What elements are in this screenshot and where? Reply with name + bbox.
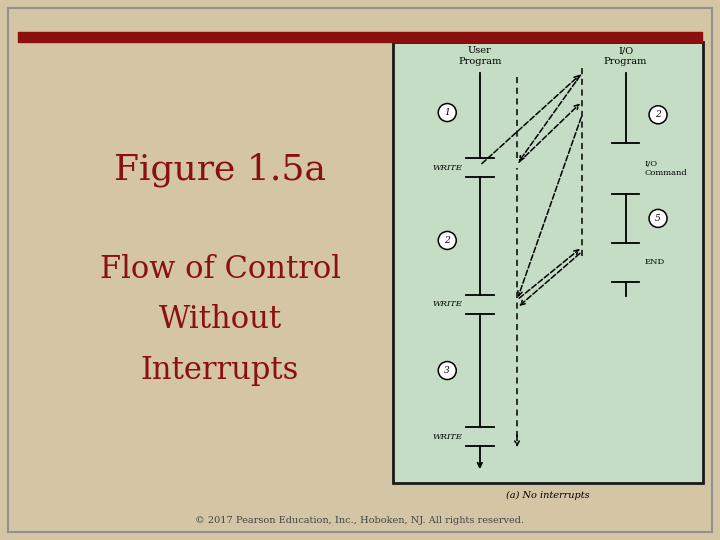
Text: 2: 2: [655, 110, 661, 119]
Text: (a) No interrupts: (a) No interrupts: [506, 491, 590, 500]
Circle shape: [649, 106, 667, 124]
Circle shape: [438, 104, 456, 122]
Text: I/O
Command: I/O Command: [644, 160, 687, 177]
Text: User
Program: User Program: [458, 46, 502, 66]
Text: © 2017 Pearson Education, Inc., Hoboken, NJ. All rights reserved.: © 2017 Pearson Education, Inc., Hoboken,…: [195, 516, 525, 525]
Text: Figure 1.5a: Figure 1.5a: [114, 153, 326, 187]
Text: WRITE: WRITE: [433, 164, 463, 172]
Text: END: END: [644, 259, 665, 267]
Text: Interrupts: Interrupts: [141, 354, 300, 386]
Text: 3: 3: [444, 366, 450, 375]
Circle shape: [438, 362, 456, 380]
Text: 5: 5: [655, 214, 661, 223]
Text: 1: 1: [444, 108, 450, 117]
Bar: [18, 32, 702, 42]
Text: WRITE: WRITE: [433, 300, 463, 308]
Bar: [393, 42, 703, 483]
Circle shape: [649, 210, 667, 227]
Text: I/O
Program: I/O Program: [604, 46, 647, 66]
Text: WRITE: WRITE: [433, 433, 463, 441]
Circle shape: [438, 232, 456, 249]
Text: Flow of Control: Flow of Control: [99, 254, 341, 286]
Text: 2: 2: [444, 236, 450, 245]
Text: Without: Without: [158, 305, 282, 335]
